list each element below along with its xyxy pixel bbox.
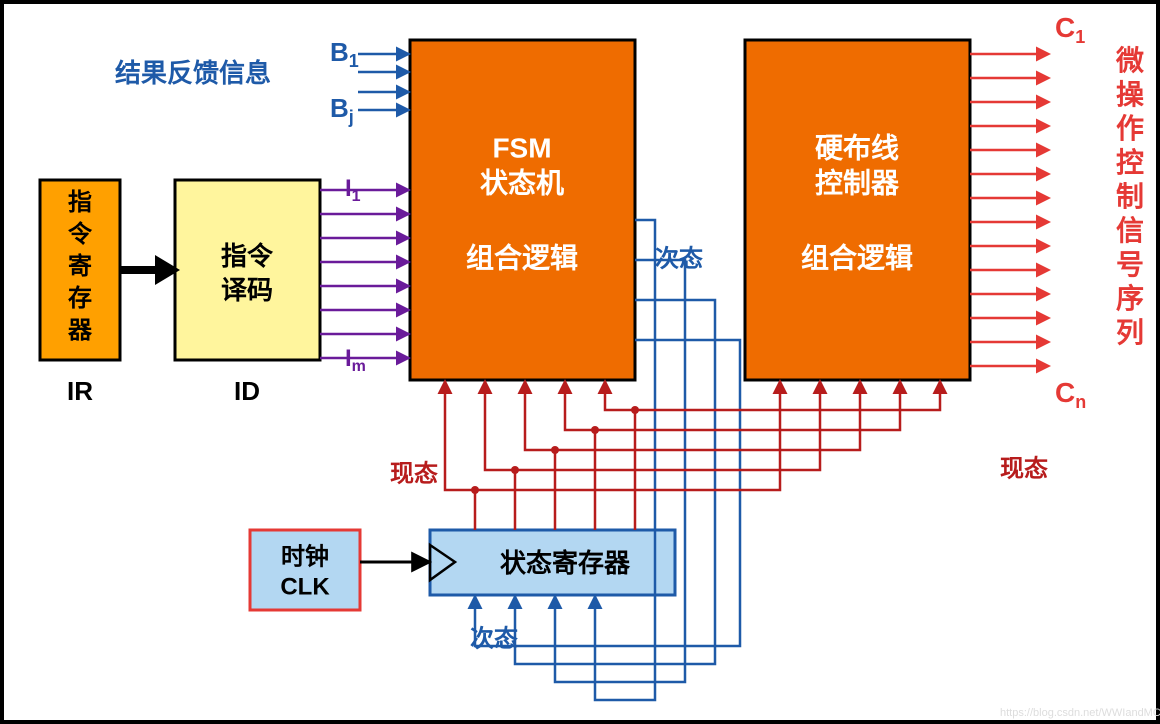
state-register-box: 状态寄存器 [430, 530, 675, 595]
micro-op-char: 制 [1116, 181, 1144, 212]
watermark: https://blog.csdn.net/WWIandMC [1000, 707, 1160, 719]
ir-label: IR [67, 376, 93, 406]
fsm-rect [410, 40, 635, 380]
ir-text-2: 令 [68, 220, 93, 248]
hw-text-3: 组合逻辑 [801, 241, 913, 273]
hw-box: 硬布线 控制器 组合逻辑 [745, 40, 970, 380]
ir-text-1: 指 [68, 189, 92, 216]
clk-text-2: CLK [280, 573, 330, 600]
i-arrows [320, 190, 408, 358]
ir-text-4: 存 [68, 285, 92, 312]
id-text-1: 指令 [221, 241, 274, 271]
ir-text-5: 器 [67, 317, 93, 344]
ir-text-3: 寄 [68, 252, 92, 280]
bj-label: Bj [330, 93, 354, 127]
fsm-text-1: FSM [492, 132, 551, 163]
cur-state-to-fsm [525, 382, 555, 450]
cur-state-to-hw [635, 382, 940, 410]
current-state-label-2: 现态 [1000, 454, 1048, 482]
next-state-label-2: 次态 [470, 624, 518, 652]
hw-text-2: 控制器 [815, 167, 900, 198]
micro-op-label: 微操作控制信号序列 [1115, 45, 1144, 348]
micro-op-char: 信 [1116, 215, 1144, 246]
cn-label: Cn [1055, 377, 1086, 411]
micro-op-char: 操 [1116, 79, 1144, 110]
current-state-label-1: 现态 [390, 459, 438, 487]
feedback-label: 结果反馈信息 [115, 58, 271, 88]
id-label: ID [234, 376, 260, 406]
ir-to-id-arrow [120, 255, 180, 285]
cur-state-to-fsm [485, 382, 515, 470]
cur-state-to-fsm [605, 382, 635, 410]
i1-label: I1 [345, 175, 361, 205]
id-box: 指令 译码 ID [175, 180, 320, 406]
id-text-2: 译码 [221, 275, 273, 305]
cur-state-to-fsm [445, 382, 475, 490]
fsm-text-3: 组合逻辑 [466, 241, 578, 273]
b1-label: B1 [330, 37, 359, 71]
fsm-text-2: 状态机 [480, 167, 564, 198]
micro-op-char: 列 [1116, 317, 1144, 348]
b-arrows [358, 54, 408, 110]
cur-state-to-hw [475, 382, 780, 490]
clk-box: 时钟 CLK [250, 530, 360, 610]
current-state-wires [445, 382, 940, 530]
micro-op-char: 号 [1116, 249, 1144, 280]
micro-op-char: 微 [1115, 45, 1144, 76]
hw-text-1: 硬布线 [815, 132, 899, 163]
ir-box: 指 令 寄 存 器 IR [40, 180, 120, 406]
im-label: Im [345, 345, 366, 375]
cur-state-to-hw [515, 382, 820, 470]
clk-text-1: 时钟 [281, 543, 329, 570]
c1-label: C1 [1055, 12, 1085, 46]
fsm-box: FSM 状态机 组合逻辑 [410, 40, 635, 380]
cur-state-to-fsm [565, 382, 595, 430]
cur-state-to-hw [595, 382, 900, 430]
c-arrows [970, 54, 1048, 366]
next-state-label-1: 次态 [655, 244, 703, 272]
cur-state-to-hw [555, 382, 860, 450]
hw-rect [745, 40, 970, 380]
micro-op-char: 作 [1116, 113, 1144, 144]
micro-op-char: 序 [1116, 282, 1144, 314]
sreg-text: 状态寄存器 [500, 548, 631, 578]
micro-op-char: 控 [1116, 147, 1144, 178]
